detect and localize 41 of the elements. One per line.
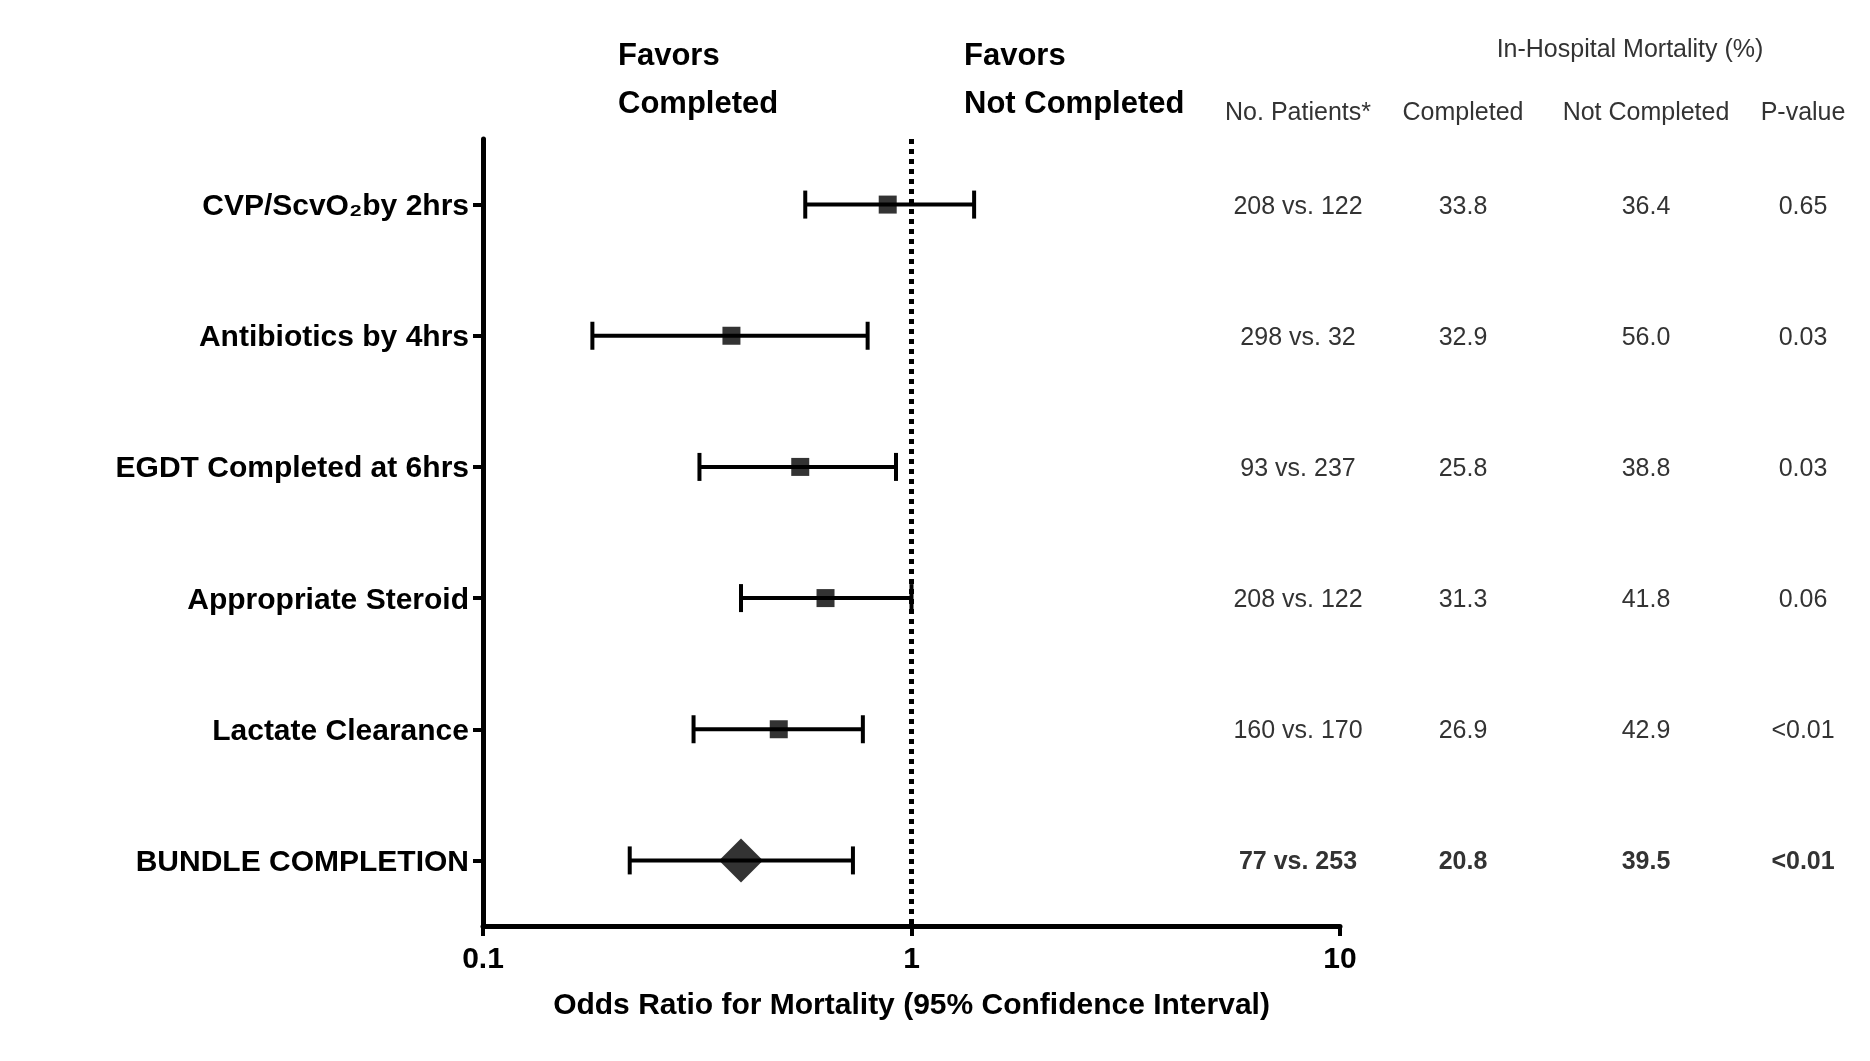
text: Completed bbox=[1402, 97, 1524, 125]
x-tick-label: 10 bbox=[1323, 940, 1357, 974]
text: 41.8 bbox=[1621, 584, 1671, 613]
annotation: 208 vs. 122 bbox=[1233, 190, 1363, 219]
x-axis-title: Odds Ratio for Mortality (95% Confidence Interval) bbox=[553, 986, 1270, 1020]
annotation: 93 vs. 237 bbox=[1240, 452, 1356, 481]
annotation: 208 vs. 122 bbox=[1233, 584, 1363, 613]
x-tick-label: 0.1 bbox=[462, 940, 504, 974]
text: 39.5 bbox=[1621, 846, 1671, 875]
text: 0.06 bbox=[1778, 584, 1828, 613]
annotation: 160 vs. 170 bbox=[1233, 715, 1363, 744]
text: 56.0 bbox=[1621, 321, 1671, 350]
annotation: 77 vs. 253 bbox=[1238, 846, 1358, 875]
text: 0.65 bbox=[1778, 190, 1828, 219]
text: 42.9 bbox=[1621, 715, 1671, 744]
y-tick-label: Appropriate Steroid bbox=[187, 581, 469, 615]
text: <0.01 bbox=[1771, 846, 1835, 875]
y-tick-label: EGDT Completed at 6hrs bbox=[115, 450, 469, 484]
text: In-Hospital Mortality (%) bbox=[1496, 34, 1764, 62]
y-tick-label: BUNDLE COMPLETION bbox=[135, 843, 469, 877]
text: No. Patients* bbox=[1225, 97, 1372, 125]
text: <0.01 bbox=[1771, 715, 1835, 744]
y-tick-label: Antibiotics by 4hrs bbox=[198, 319, 469, 353]
text: Favors Not Completed bbox=[964, 36, 1185, 120]
annotation: 298 vs. 32 bbox=[1240, 321, 1356, 350]
text: Favors Completed bbox=[618, 36, 779, 120]
text: 0.03 bbox=[1778, 452, 1828, 481]
text: 26.9 bbox=[1438, 715, 1488, 744]
text: 31.3 bbox=[1438, 584, 1488, 613]
y-tick-label: Lactate Clearance bbox=[212, 712, 469, 746]
text: 38.8 bbox=[1621, 452, 1671, 481]
text: 20.8 bbox=[1438, 846, 1488, 875]
y-tick-label: CVP/ScvO₂by 2hrs bbox=[202, 188, 469, 222]
text: 36.4 bbox=[1621, 190, 1671, 219]
text: 25.8 bbox=[1438, 452, 1488, 481]
text: 32.9 bbox=[1438, 321, 1488, 350]
text: P-value bbox=[1760, 97, 1846, 125]
x-tick-label: 1 bbox=[903, 940, 920, 974]
text: 33.8 bbox=[1438, 190, 1488, 219]
text: 0.03 bbox=[1778, 321, 1828, 350]
text: Not Completed bbox=[1562, 97, 1730, 125]
